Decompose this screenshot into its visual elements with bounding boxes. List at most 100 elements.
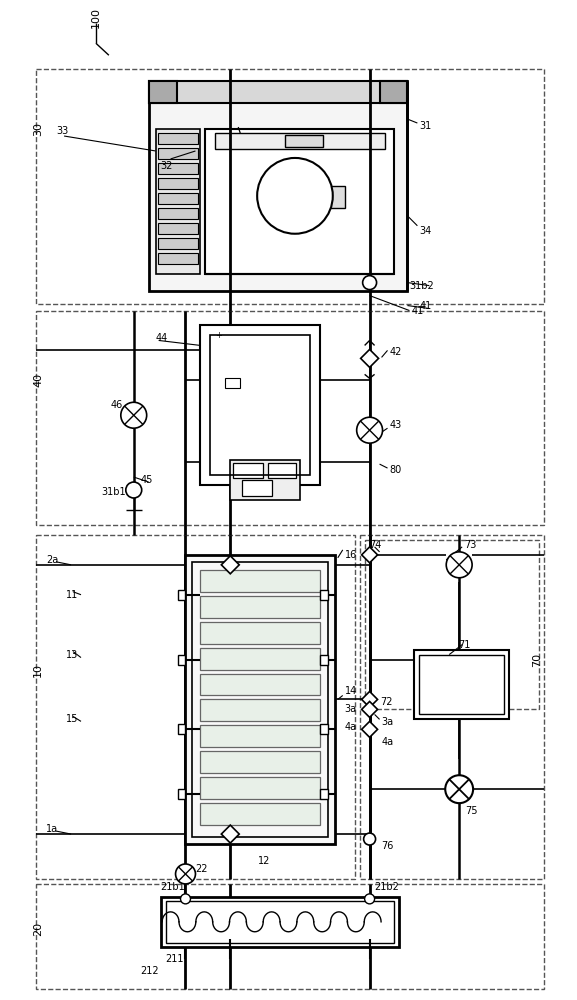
Bar (200, 325, 320, 485)
Circle shape (365, 894, 374, 904)
Bar (200, 803, 320, 825)
Bar (419, 655, 504, 714)
Bar (200, 725, 320, 747)
Bar (158, 208, 198, 219)
Bar (205, 129, 395, 274)
Bar (158, 148, 198, 159)
Text: 33: 33 (56, 126, 68, 136)
Text: 13: 13 (66, 650, 78, 660)
Bar (320, 724, 328, 734)
Bar (185, 555, 335, 844)
Text: 44: 44 (156, 333, 168, 343)
Bar (200, 570, 320, 592)
Bar (36, 311, 544, 525)
Bar (156, 129, 200, 274)
Text: 41: 41 (411, 306, 424, 316)
Polygon shape (362, 721, 377, 737)
Text: +: + (215, 331, 222, 340)
Circle shape (364, 833, 376, 845)
Bar (380, 81, 407, 103)
Text: 10: 10 (33, 663, 43, 677)
Bar (193, 562, 328, 837)
Bar (178, 655, 185, 665)
Text: 34: 34 (419, 226, 432, 236)
Bar (149, 81, 407, 103)
Text: 20: 20 (33, 922, 43, 936)
Text: 4a: 4a (381, 737, 394, 747)
Bar (178, 724, 185, 734)
Text: 42: 42 (389, 347, 402, 357)
Text: 21b2: 21b2 (374, 882, 399, 892)
Bar (158, 133, 198, 144)
Text: 3a: 3a (381, 717, 394, 727)
Bar (200, 751, 320, 773)
Text: 31b1: 31b1 (101, 487, 126, 497)
Bar (200, 699, 320, 721)
Bar (242, 480, 272, 496)
Bar (211, 335, 310, 475)
Bar (225, 378, 240, 388)
Text: 40: 40 (33, 373, 43, 387)
Bar (158, 253, 198, 264)
Text: 4a: 4a (344, 722, 357, 732)
Circle shape (121, 402, 147, 428)
Bar (200, 648, 320, 670)
Text: 43: 43 (389, 420, 402, 430)
Circle shape (257, 158, 333, 234)
Bar (160, 897, 399, 947)
Bar (158, 163, 198, 174)
Bar (320, 789, 328, 799)
Circle shape (362, 276, 377, 290)
Text: 100: 100 (91, 7, 101, 28)
Bar (233, 463, 263, 478)
Circle shape (445, 775, 473, 803)
Bar (178, 789, 185, 799)
Circle shape (357, 417, 383, 443)
Bar (149, 81, 407, 291)
Text: 76: 76 (381, 841, 394, 851)
Text: 1a: 1a (46, 824, 58, 834)
Bar (359, 535, 544, 879)
Text: 45: 45 (141, 475, 153, 485)
Polygon shape (362, 547, 377, 563)
Text: 41: 41 (419, 301, 432, 311)
Bar (200, 622, 320, 644)
Text: 31: 31 (419, 121, 432, 131)
Circle shape (175, 864, 196, 884)
Circle shape (446, 552, 472, 578)
Text: 70: 70 (532, 652, 542, 667)
Bar (230, 460, 300, 500)
Text: 11: 11 (66, 590, 78, 600)
Bar (149, 81, 177, 103)
Text: 30: 30 (33, 122, 43, 136)
Polygon shape (222, 825, 239, 843)
Text: 32: 32 (160, 161, 173, 171)
Circle shape (126, 482, 142, 498)
Bar (178, 590, 185, 600)
Bar (36, 69, 544, 304)
Text: 12: 12 (258, 856, 271, 866)
Text: 71: 71 (458, 640, 470, 650)
Bar (158, 178, 198, 189)
Bar (200, 777, 320, 799)
Text: 2a: 2a (46, 555, 58, 565)
Text: 22: 22 (196, 864, 208, 874)
Text: 31b2: 31b2 (410, 281, 434, 291)
Bar (215, 133, 384, 149)
Bar (320, 655, 328, 665)
Text: 211: 211 (166, 954, 184, 964)
Bar (200, 596, 320, 618)
Bar (268, 463, 296, 478)
Bar (200, 674, 320, 695)
Bar (320, 590, 328, 600)
Text: 21b1: 21b1 (160, 882, 185, 892)
Text: 14: 14 (344, 686, 357, 696)
Text: 15: 15 (66, 714, 78, 724)
Circle shape (181, 894, 190, 904)
Polygon shape (222, 556, 239, 574)
Text: 3a: 3a (344, 704, 357, 714)
Bar (36, 535, 355, 879)
Bar (158, 238, 198, 249)
Text: 46: 46 (111, 400, 123, 410)
Polygon shape (362, 691, 377, 707)
